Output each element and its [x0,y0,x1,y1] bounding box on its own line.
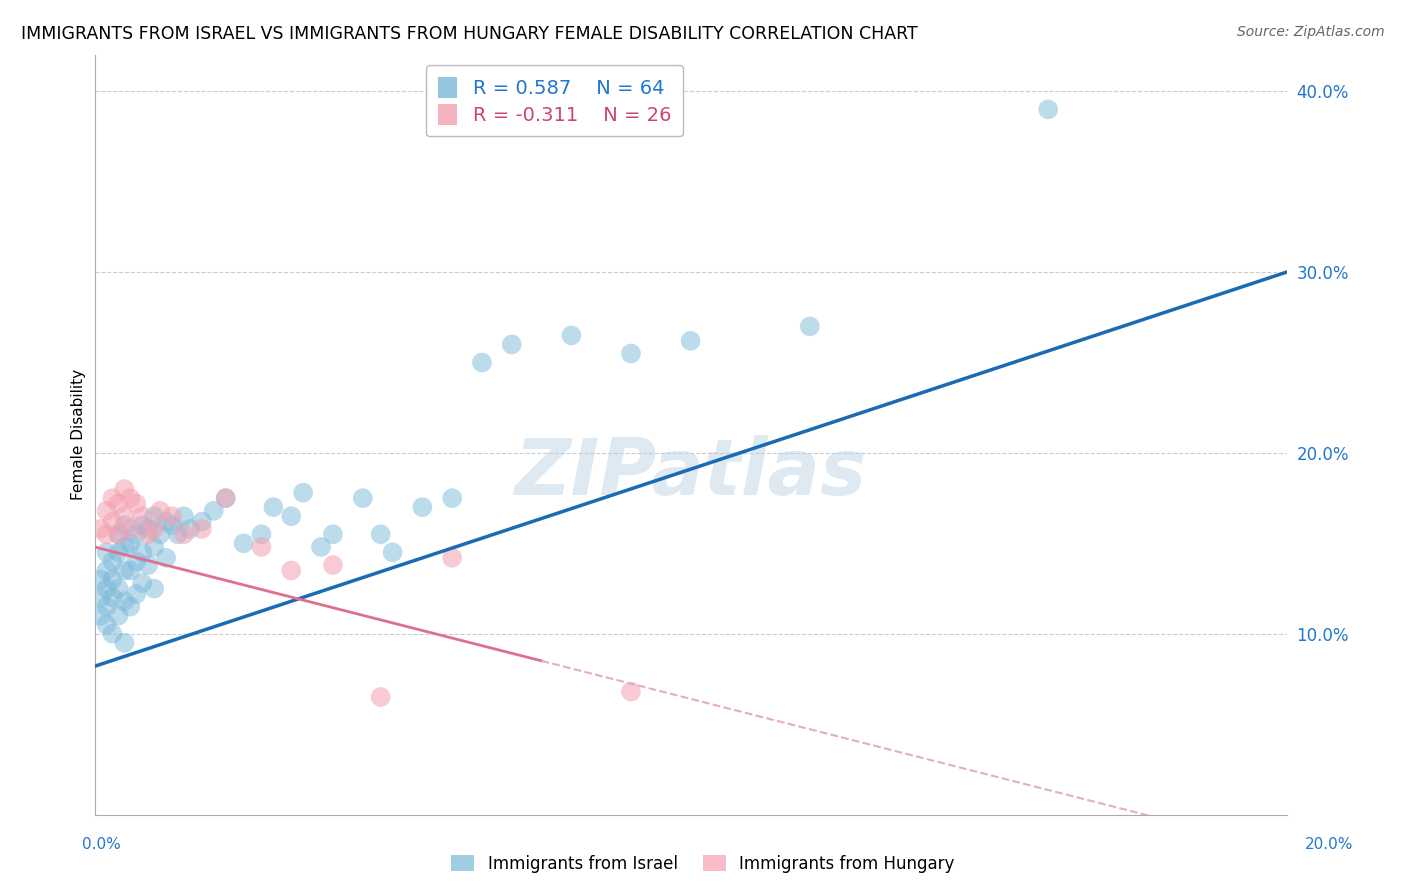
Point [1038,103,1060,117]
Text: 0.0%: 0.0% [82,838,121,852]
Point [501,337,523,351]
Point [143,509,166,524]
Point [149,504,172,518]
Point [620,346,643,360]
Point [96,582,118,596]
Point [149,527,172,541]
Point [131,545,153,559]
Point [471,355,494,369]
Point [136,558,159,572]
Point [441,491,464,505]
Point [120,536,142,550]
Point [131,509,153,524]
Point [131,518,153,533]
Point [112,564,135,578]
Point [112,482,135,496]
Point [120,522,142,536]
Point [112,509,135,524]
Point [441,550,464,565]
Point [381,545,404,559]
Point [125,497,148,511]
Point [125,527,148,541]
Point [202,504,225,518]
Point [112,518,135,533]
Point [143,540,166,554]
Point [167,527,190,541]
Point [125,587,148,601]
Text: Source: ZipAtlas.com: Source: ZipAtlas.com [1237,25,1385,39]
Y-axis label: Female Disability: Female Disability [72,369,86,500]
Point [112,636,135,650]
Point [101,554,124,568]
Point [191,522,214,536]
Point [131,576,153,591]
Point [101,491,124,505]
Point [143,522,166,536]
Point [179,522,201,536]
Point [101,515,124,529]
Point [107,497,129,511]
Point [90,608,112,623]
Point [799,319,821,334]
Point [160,509,183,524]
Point [112,540,135,554]
Point [107,545,129,559]
Point [370,527,392,541]
Point [90,591,112,605]
Point [96,504,118,518]
Point [232,536,254,550]
Point [107,527,129,541]
Point [96,527,118,541]
Point [136,527,159,541]
Point [250,527,273,541]
Point [620,684,643,698]
Point [352,491,374,505]
Point [120,564,142,578]
Point [96,545,118,559]
Point [160,518,183,533]
Point [107,608,129,623]
Point [96,564,118,578]
Point [112,594,135,608]
Point [90,573,112,587]
Point [155,515,177,529]
Point [191,515,214,529]
Point [292,485,315,500]
Point [560,328,582,343]
Point [370,690,392,704]
Point [309,540,332,554]
Point [215,491,238,505]
Point [679,334,702,348]
Point [96,599,118,614]
Point [173,509,195,524]
Point [125,554,148,568]
Text: IMMIGRANTS FROM ISRAEL VS IMMIGRANTS FROM HUNGARY FEMALE DISABILITY CORRELATION : IMMIGRANTS FROM ISRAEL VS IMMIGRANTS FRO… [21,25,918,43]
Point [280,564,302,578]
Point [101,573,124,587]
Point [322,527,344,541]
Point [322,558,344,572]
Point [262,500,284,515]
Point [107,582,129,596]
Point [90,522,112,536]
Point [173,527,195,541]
Text: 20.0%: 20.0% [1305,838,1353,852]
Point [215,491,238,505]
Point [280,509,302,524]
Point [96,617,118,632]
Point [155,550,177,565]
Point [411,500,433,515]
Text: ZIPatlas: ZIPatlas [515,434,866,511]
Point [136,522,159,536]
Legend: R = 0.587    N = 64, R = -0.311    N = 26: R = 0.587 N = 64, R = -0.311 N = 26 [426,65,683,136]
Point [250,540,273,554]
Point [101,591,124,605]
Point [120,491,142,505]
Point [101,626,124,640]
Legend: Immigrants from Israel, Immigrants from Hungary: Immigrants from Israel, Immigrants from … [444,848,962,880]
Point [120,599,142,614]
Point [107,527,129,541]
Point [143,582,166,596]
